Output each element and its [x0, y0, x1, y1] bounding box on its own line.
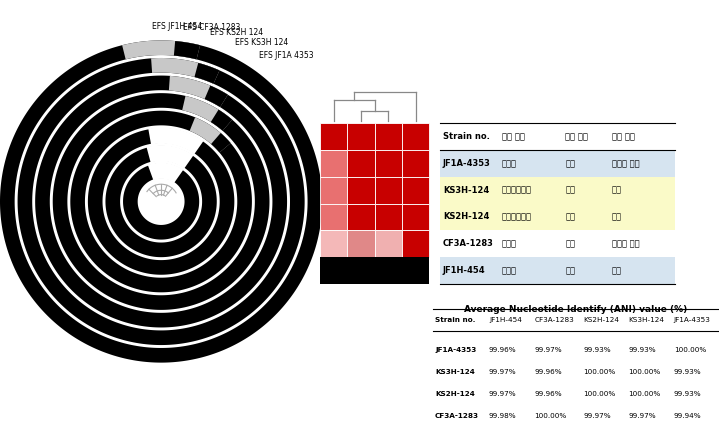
Polygon shape	[151, 58, 219, 84]
Text: 경기도도축장: 경기도도축장	[502, 186, 532, 195]
Polygon shape	[35, 76, 287, 328]
Text: JF1A-4353: JF1A-4353	[674, 317, 710, 323]
Text: EFS CF3A 1283: EFS CF3A 1283	[183, 23, 240, 31]
Text: KS2H-124: KS2H-124	[443, 212, 489, 221]
Text: EFS JF1H 454: EFS JF1H 454	[152, 22, 202, 31]
Polygon shape	[211, 110, 232, 131]
Text: KS3H-124: KS3H-124	[628, 317, 664, 323]
Text: 100.00%: 100.00%	[583, 391, 615, 397]
Polygon shape	[70, 110, 252, 292]
Text: 분변: 분변	[612, 212, 622, 221]
Text: KS2H-124: KS2H-124	[583, 317, 619, 323]
Text: 전라도: 전라도	[502, 266, 517, 275]
Text: 비육돈 항문: 비육돈 항문	[612, 159, 639, 168]
Text: 검체 유래: 검체 유래	[612, 132, 635, 141]
Text: 돼지: 돼지	[565, 159, 575, 168]
Polygon shape	[182, 96, 232, 131]
Polygon shape	[174, 41, 200, 60]
Text: CF3A-1283: CF3A-1283	[534, 317, 574, 323]
Polygon shape	[106, 146, 216, 257]
Polygon shape	[88, 128, 234, 275]
Text: 99.97%: 99.97%	[489, 391, 516, 397]
Text: 99.97%: 99.97%	[583, 413, 610, 419]
Text: EFS KS3H 124: EFS KS3H 124	[235, 38, 288, 47]
Text: 99.96%: 99.96%	[534, 391, 562, 397]
Text: 99.93%: 99.93%	[628, 347, 656, 353]
Text: 99.93%: 99.93%	[674, 391, 701, 397]
Text: 분변: 분변	[612, 266, 622, 275]
Text: 분변: 분변	[612, 186, 622, 195]
Text: 99.96%: 99.96%	[489, 347, 516, 353]
Polygon shape	[205, 85, 228, 107]
Text: 99.97%: 99.97%	[489, 369, 516, 375]
Text: 99.98%: 99.98%	[489, 413, 516, 419]
Text: EFS JF1A 4353: EFS JF1A 4353	[260, 51, 314, 60]
Text: 99.96%: 99.96%	[534, 369, 562, 375]
Polygon shape	[147, 145, 193, 169]
Text: 100.00%: 100.00%	[628, 391, 661, 397]
Text: 99.94%: 99.94%	[674, 413, 701, 419]
Text: 99.93%: 99.93%	[674, 369, 701, 375]
Polygon shape	[122, 40, 200, 60]
Text: JF1A-4353: JF1A-4353	[435, 347, 476, 353]
Text: KS2H-124: KS2H-124	[435, 391, 475, 397]
Polygon shape	[194, 63, 219, 84]
Text: CF3A-1283: CF3A-1283	[435, 413, 479, 419]
Text: KS3H-124: KS3H-124	[443, 186, 489, 195]
Text: 사람: 사람	[565, 186, 575, 195]
Polygon shape	[0, 40, 322, 363]
Text: 99.97%: 99.97%	[534, 347, 562, 353]
Text: EFS KS2H 124: EFS KS2H 124	[209, 28, 262, 37]
Text: 검체 분류: 검체 분류	[565, 132, 588, 141]
Text: Average Nucleotide Identify (ANI) value (%): Average Nucleotide Identify (ANI) value …	[464, 305, 687, 314]
Text: CF3A-1283: CF3A-1283	[443, 239, 494, 248]
Text: 사람: 사람	[565, 212, 575, 221]
Text: 100.00%: 100.00%	[583, 369, 615, 375]
Polygon shape	[52, 93, 270, 310]
Polygon shape	[148, 163, 183, 183]
Text: Strain no.: Strain no.	[443, 132, 490, 141]
Text: Strain no.: Strain no.	[435, 317, 475, 323]
Text: 돼지: 돼지	[565, 239, 575, 248]
Text: JF1H-454: JF1H-454	[489, 317, 522, 323]
Polygon shape	[148, 128, 203, 154]
Text: 경기도도축장: 경기도도축장	[502, 212, 532, 221]
Polygon shape	[211, 133, 231, 153]
Polygon shape	[123, 164, 199, 240]
Text: 99.93%: 99.93%	[583, 347, 610, 353]
Text: 충청도: 충청도	[502, 239, 517, 248]
Text: 100.00%: 100.00%	[534, 413, 567, 419]
Polygon shape	[169, 76, 228, 107]
Polygon shape	[190, 117, 231, 153]
Polygon shape	[139, 180, 183, 223]
Text: JF1A-4353: JF1A-4353	[443, 159, 491, 168]
Text: 99.97%: 99.97%	[628, 413, 656, 419]
Polygon shape	[17, 58, 305, 345]
Text: 사람: 사람	[565, 266, 575, 275]
Text: 육성돈 항문: 육성돈 항문	[612, 239, 639, 248]
Text: 농장 지역: 농장 지역	[502, 132, 525, 141]
Text: 100.00%: 100.00%	[628, 369, 661, 375]
Text: 100.00%: 100.00%	[674, 347, 706, 353]
Text: KS3H-124: KS3H-124	[435, 369, 475, 375]
Text: 전라도: 전라도	[502, 159, 517, 168]
Text: JF1H-454: JF1H-454	[443, 266, 485, 275]
